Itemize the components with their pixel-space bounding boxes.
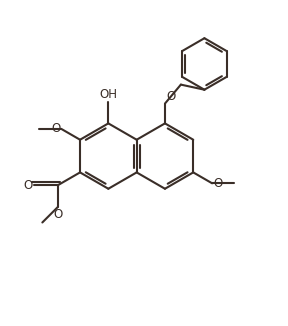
Text: OH: OH xyxy=(99,88,117,101)
Text: O: O xyxy=(51,122,60,135)
Text: O: O xyxy=(53,208,62,221)
Text: O: O xyxy=(213,177,222,190)
Text: O: O xyxy=(166,90,175,103)
Text: O: O xyxy=(24,179,33,192)
